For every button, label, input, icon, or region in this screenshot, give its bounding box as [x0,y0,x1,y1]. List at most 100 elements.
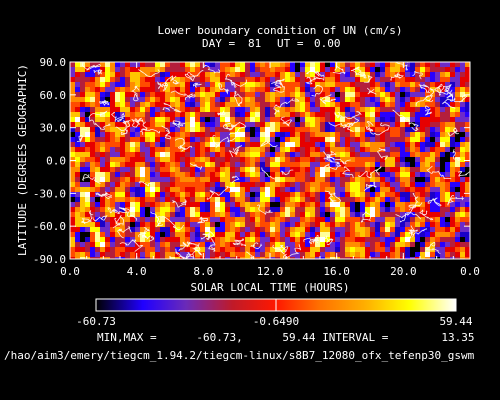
heatmap-cell [255,77,261,83]
x-tick-label: 20.0 [390,265,417,278]
heatmap-cell [190,72,196,78]
heatmap-cell [105,252,111,258]
heatmap-cell [80,97,86,103]
heatmap-cell [75,102,81,108]
heatmap-cell [250,202,256,208]
heatmap-cell [420,247,426,253]
heatmap-cell [335,152,341,158]
heatmap-cell [105,172,111,178]
heatmap-cell [375,207,381,213]
heatmap-cell [390,112,396,118]
heatmap-cell [195,192,201,198]
heatmap-cell [380,202,386,208]
heatmap-cell [315,252,321,258]
heatmap-cell [400,97,406,103]
heatmap-cell [230,112,236,118]
heatmap-cell [270,212,276,218]
heatmap-cell [405,192,411,198]
heatmap-cell [370,192,376,198]
heatmap-cell [420,77,426,83]
heatmap-cell [390,202,396,208]
heatmap-cell [105,92,111,98]
heatmap-cell [215,157,221,163]
heatmap-cell [350,187,356,193]
heatmap-cell [80,242,86,248]
heatmap-cell [415,77,421,83]
heatmap-cell [235,97,241,103]
heatmap-cell [325,122,331,128]
heatmap-cell [150,157,156,163]
heatmap-cell [255,62,261,68]
heatmap-cell [370,202,376,208]
heatmap-cell [355,152,361,158]
heatmap-cell [160,167,166,173]
heatmap-cell [185,62,191,68]
heatmap-cell [350,207,356,213]
heatmap-cell [130,62,136,68]
heatmap-cell [390,192,396,198]
heatmap-cell [165,72,171,78]
heatmap-cell [435,172,441,178]
contour-line [377,147,389,160]
heatmap-cell [70,197,76,203]
heatmap-cell [245,92,251,98]
heatmap-cell [255,257,261,259]
heatmap-cell [400,82,406,88]
y-axis-label: LATITUDE (DEGREES GEOGRAPHIC) [16,64,29,256]
heatmap-cell [305,147,311,153]
heatmap-cell [230,252,236,258]
heatmap-cell [420,147,426,153]
heatmap-cell [435,182,441,188]
heatmap-cell [195,212,201,218]
heatmap-cell [200,187,206,193]
heatmap-cell [425,187,431,193]
heatmap-cell [155,212,161,218]
heatmap-cell [455,232,461,238]
heatmap-cell [425,97,431,103]
heatmap-cell [345,257,351,259]
heatmap-cell [250,252,256,258]
heatmap-cell [245,192,251,198]
contour-line [115,119,131,132]
heatmap-cell [460,107,466,113]
heatmap-cell [225,127,231,133]
heatmap-cell [185,117,191,123]
heatmap-cell [175,147,181,153]
heatmap-cell [140,192,146,198]
heatmap-cell [380,152,386,158]
heatmap-cell [445,207,451,213]
heatmap-cell [185,182,191,188]
heatmap-cell [260,257,266,259]
heatmap-cell [175,127,181,133]
heatmap-cell [135,157,141,163]
heatmap-cell [345,242,351,248]
heatmap-cell [310,132,316,138]
heatmap-cell [440,157,446,163]
heatmap-cell [130,82,136,88]
heatmap-cell [150,182,156,188]
heatmap-cell [135,227,141,233]
heatmap-cell [180,67,186,73]
heatmap-cell [325,62,331,68]
heatmap-cell [340,72,346,78]
heatmap-cell [120,67,126,73]
heatmap-cell [455,172,461,178]
heatmap-cell [410,192,416,198]
heatmap-cell [115,172,121,178]
heatmap-cell [190,222,196,228]
heatmap-cell [240,152,246,158]
heatmap-cell [100,167,106,173]
heatmap-cell [305,102,311,108]
heatmap-cell [210,257,216,259]
heatmap-cell [355,237,361,243]
heatmap-cell [455,187,461,193]
heatmap-cell [160,257,166,259]
heatmap-cell [110,222,116,228]
heatmap-cell [450,152,456,158]
heatmap-cell [250,167,256,173]
heatmap-cell [245,107,251,113]
heatmap-cell [185,92,191,98]
heatmap-cell [420,102,426,108]
heatmap-cell [150,107,156,113]
heatmap-cell [395,237,401,243]
